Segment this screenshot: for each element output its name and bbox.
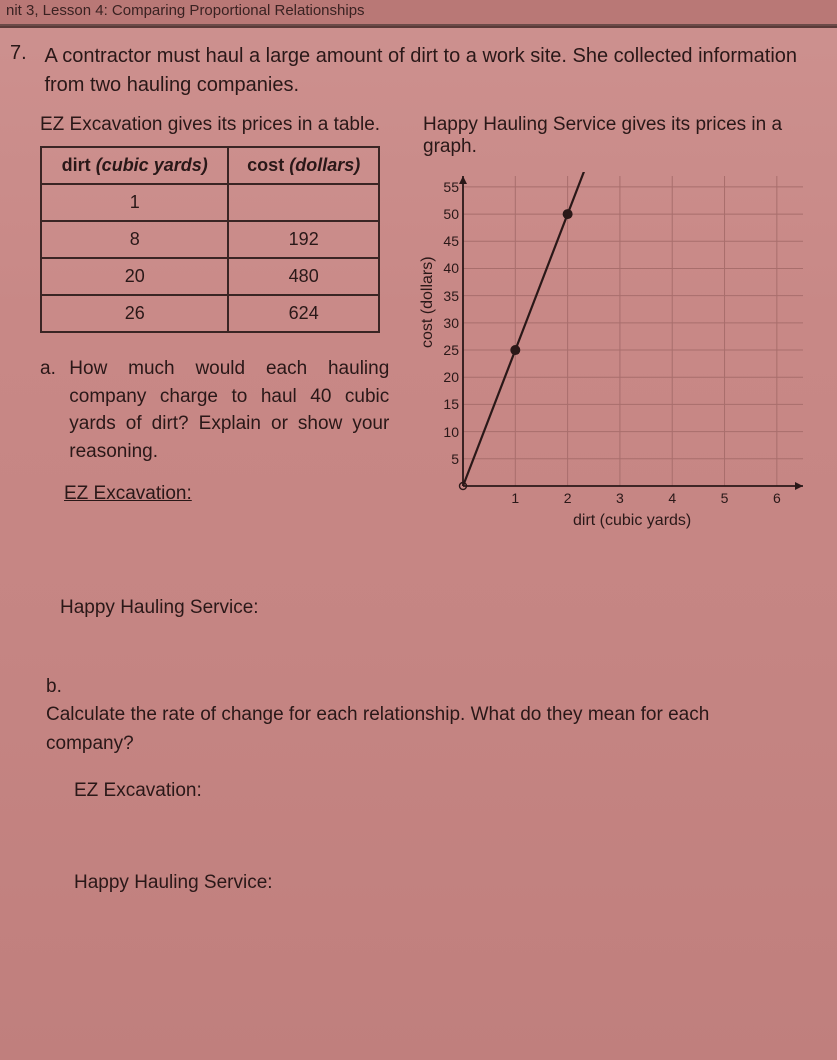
- x-tick: 4: [662, 490, 682, 506]
- part-a-text: How much would each hauling company char…: [69, 355, 389, 465]
- col2-header: cost (dollars): [228, 147, 379, 184]
- part-a: a. How much would each hauling company c…: [40, 333, 405, 465]
- part-b: b. Calculate the rate of change for each…: [0, 623, 837, 759]
- col1-unit: (cubic yards): [96, 155, 208, 175]
- question-7: 7. A contractor must haul a large amount…: [0, 28, 837, 100]
- x-tick: 3: [610, 490, 630, 506]
- question-number: 7.: [10, 42, 40, 65]
- x-tick: 6: [767, 490, 787, 506]
- part-a-letter: a.: [40, 355, 64, 383]
- col1-header: dirt (cubic yards): [41, 147, 228, 184]
- y-tick: 55: [435, 179, 459, 195]
- y-tick: 10: [435, 424, 459, 440]
- left-column: EZ Excavation gives its prices in a tabl…: [40, 114, 405, 528]
- worksheet-page: nit 3, Lesson 4: Comparing Proportional …: [0, 0, 837, 1060]
- cell: 8: [41, 221, 228, 258]
- happy-answer-label-b: Happy Hauling Service:: [0, 872, 837, 894]
- unit-header: nit 3, Lesson 4: Comparing Proportional …: [0, 0, 837, 26]
- x-tick: 2: [558, 490, 578, 506]
- y-tick: 25: [435, 342, 459, 358]
- y-tick: 45: [435, 233, 459, 249]
- lower-section: Happy Hauling Service:: [0, 528, 837, 623]
- ez-answer-label-b: EZ Excavation:: [0, 780, 837, 802]
- happy-answer-label-a: Happy Hauling Service:: [60, 594, 797, 623]
- cell: [228, 184, 379, 221]
- happy-intro: Happy Hauling Service gives its prices i…: [423, 114, 813, 158]
- cell: 480: [228, 258, 379, 295]
- ez-answer-label-a: EZ Excavation:: [64, 483, 405, 505]
- y-tick: 20: [435, 369, 459, 385]
- price-graph: cost (dollars) dirt (cubic yards) 510152…: [423, 168, 813, 528]
- right-column: Happy Hauling Service gives its prices i…: [423, 114, 813, 528]
- x-axis-label: dirt (cubic yards): [573, 512, 691, 530]
- price-table: dirt (cubic yards) cost (dollars) 1 8192…: [40, 146, 380, 333]
- col2-label: cost: [247, 155, 284, 175]
- table-row: 26624: [41, 295, 379, 332]
- y-tick: 40: [435, 260, 459, 276]
- col1-label: dirt: [62, 155, 91, 175]
- part-b-text: Calculate the rate of change for each re…: [46, 701, 766, 758]
- y-tick: 15: [435, 396, 459, 412]
- table-row: 8192: [41, 221, 379, 258]
- y-tick: 30: [435, 315, 459, 331]
- y-tick: 50: [435, 206, 459, 222]
- chart-svg: [457, 172, 807, 492]
- ez-intro: EZ Excavation gives its prices in a tabl…: [40, 114, 405, 136]
- cell: 20: [41, 258, 228, 295]
- cell: 192: [228, 221, 379, 258]
- cell: 26: [41, 295, 228, 332]
- cell: 1: [41, 184, 228, 221]
- table-row: 20480: [41, 258, 379, 295]
- table-row: 1: [41, 184, 379, 221]
- x-tick: 1: [505, 490, 525, 506]
- question-text: A contractor must haul a large amount of…: [44, 42, 804, 100]
- col2-unit: (dollars): [289, 155, 360, 175]
- y-tick: 35: [435, 288, 459, 304]
- y-tick: 5: [435, 451, 459, 467]
- x-tick: 5: [715, 490, 735, 506]
- cell: 624: [228, 295, 379, 332]
- part-b-letter: b.: [46, 673, 74, 702]
